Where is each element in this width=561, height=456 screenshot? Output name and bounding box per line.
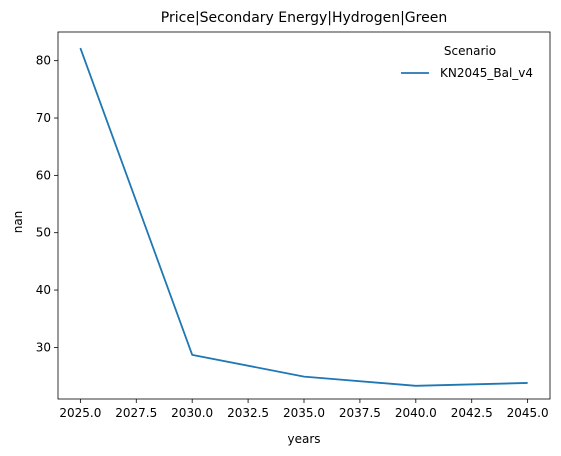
- y-axis: 30 40 50 60 70 80: [36, 54, 58, 354]
- x-tick-label: 2032.5: [227, 406, 269, 420]
- y-tick-label: 40: [36, 283, 51, 297]
- plot-frame: [57, 31, 551, 400]
- x-tick-label: 2040.0: [395, 406, 437, 420]
- x-tick-label: 2030.0: [171, 406, 213, 420]
- legend-title: Scenario: [444, 44, 496, 58]
- plot-area: [57, 31, 551, 400]
- y-tick-label: 80: [36, 54, 51, 68]
- chart-title: Price|Secondary Energy|Hydrogen|Green: [161, 10, 447, 26]
- y-tick-label: 60: [36, 168, 51, 182]
- legend: Scenario KN2045_Bal_v4: [401, 44, 533, 80]
- series-line: [79, 47, 528, 387]
- y-axis-label: nan: [11, 211, 25, 234]
- y-tick-label: 30: [36, 340, 51, 354]
- x-tick-label: 2042.5: [451, 406, 493, 420]
- y-tick-label: 70: [36, 111, 51, 125]
- y-tick-label: 50: [36, 226, 51, 240]
- series-layer: [79, 47, 528, 387]
- x-tick-label: 2027.5: [115, 406, 157, 420]
- x-axis: 2025.0 2027.5 2030.0 2032.5 2035.0 2037.5 2040…: [59, 399, 549, 420]
- x-tick-label: 2045.0: [507, 406, 549, 420]
- legend-label: KN2045_Bal_v4: [440, 66, 533, 80]
- x-tick-label: 2037.5: [339, 406, 381, 420]
- x-tick-label: 2035.0: [283, 406, 325, 420]
- x-tick-label: 2025.0: [59, 406, 101, 420]
- x-axis-label: years: [287, 432, 320, 446]
